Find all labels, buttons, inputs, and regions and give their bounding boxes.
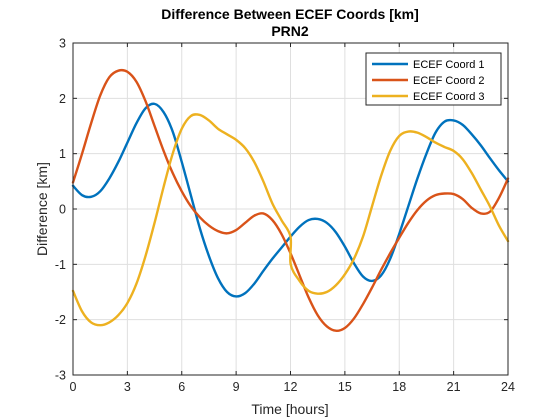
legend-label-ecef-coord-2: ECEF Coord 2: [413, 75, 485, 87]
x-tick-label: 6: [178, 380, 185, 394]
y-tick-label: -3: [55, 369, 66, 383]
x-tick-label: 15: [338, 380, 352, 394]
x-tick-label: 21: [447, 380, 461, 394]
y-axis-label: Difference [km]: [34, 162, 50, 256]
x-tick-label: 12: [284, 380, 298, 394]
chart-title: Difference Between ECEF Coords [km]: [161, 6, 419, 22]
legend: ECEF Coord 1 ECEF Coord 2 ECEF Coord 3: [365, 52, 502, 106]
legend-label-ecef-coord-3: ECEF Coord 3: [413, 91, 485, 103]
x-tick-label: 3: [124, 380, 131, 394]
y-tick-label: 0: [59, 203, 66, 217]
x-tick-label: 24: [501, 380, 515, 394]
chart-subtitle: PRN2: [271, 23, 309, 39]
x-tick-label: 0: [70, 380, 77, 394]
x-tick-label: 9: [233, 380, 240, 394]
y-tick-label: -2: [55, 313, 66, 327]
y-tick-label: -1: [55, 258, 66, 272]
x-tick-label: 18: [392, 380, 406, 394]
legend-label-ecef-coord-1: ECEF Coord 1: [413, 59, 485, 71]
y-tick-label: 1: [59, 147, 66, 161]
series-line-ecef-coord-3: [71, 113, 510, 327]
y-tick-label: 3: [59, 37, 66, 51]
x-axis-label: Time [hours]: [251, 401, 328, 417]
y-tick-label: 2: [59, 92, 66, 106]
series-lines: [71, 68, 510, 332]
